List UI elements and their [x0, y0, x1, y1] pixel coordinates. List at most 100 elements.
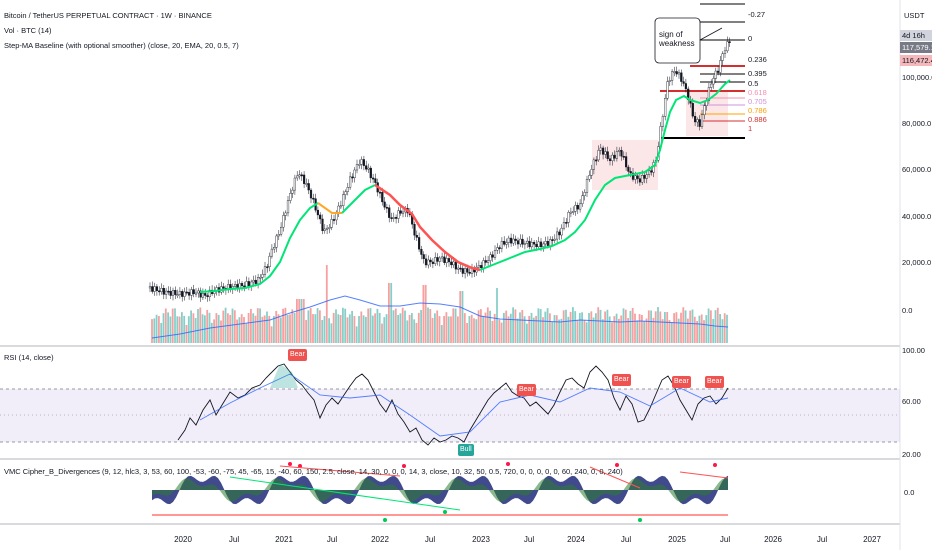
candle[interactable]: [427, 259, 430, 266]
candle[interactable]: [291, 189, 294, 194]
vmc-title[interactable]: VMC Cipher_B_Divergences (9, 12, hlc3, 3…: [4, 467, 623, 476]
candle[interactable]: [401, 211, 405, 214]
candle[interactable]: [553, 238, 556, 241]
candle[interactable]: [480, 265, 483, 269]
candle[interactable]: [252, 279, 255, 283]
candle[interactable]: [562, 222, 566, 229]
candle[interactable]: [388, 207, 391, 218]
candle[interactable]: [719, 60, 722, 73]
candle[interactable]: [484, 260, 487, 263]
candle[interactable]: [199, 290, 202, 298]
candle[interactable]: [355, 164, 359, 171]
candle[interactable]: [245, 281, 248, 288]
candle[interactable]: [300, 174, 303, 177]
candle[interactable]: [289, 193, 292, 201]
candle[interactable]: [197, 290, 200, 294]
candle[interactable]: [712, 78, 715, 85]
candle[interactable]: [608, 158, 612, 162]
candle[interactable]: [496, 247, 499, 251]
candle[interactable]: [519, 238, 522, 245]
candle[interactable]: [305, 183, 308, 185]
candle[interactable]: [330, 219, 333, 228]
candle[interactable]: [176, 294, 179, 297]
candle[interactable]: [645, 174, 648, 179]
candle[interactable]: [183, 291, 186, 297]
candle[interactable]: [700, 114, 704, 127]
candle[interactable]: [613, 154, 616, 159]
candle[interactable]: [349, 176, 352, 188]
candle[interactable]: [286, 200, 290, 214]
candle[interactable]: [459, 267, 462, 270]
candle[interactable]: [164, 290, 168, 295]
candle[interactable]: [431, 261, 434, 264]
candle[interactable]: [636, 175, 639, 179]
candle[interactable]: [650, 170, 653, 173]
candle[interactable]: [523, 243, 526, 245]
candle[interactable]: [362, 159, 365, 166]
candle[interactable]: [415, 234, 418, 238]
candle[interactable]: [153, 286, 156, 292]
candle[interactable]: [277, 234, 280, 237]
candle[interactable]: [261, 274, 264, 278]
candle[interactable]: [583, 192, 586, 196]
candle[interactable]: [307, 183, 310, 191]
candle[interactable]: [328, 227, 331, 229]
candle[interactable]: [332, 219, 336, 221]
candle[interactable]: [395, 217, 398, 219]
candle[interactable]: [560, 227, 563, 236]
candle[interactable]: [703, 105, 706, 116]
candle[interactable]: [280, 226, 283, 235]
candle[interactable]: [489, 254, 492, 261]
candle[interactable]: [365, 165, 368, 170]
candle[interactable]: [698, 119, 701, 127]
candle[interactable]: [337, 205, 340, 213]
candle[interactable]: [620, 149, 623, 157]
candle[interactable]: [556, 231, 559, 240]
candle[interactable]: [505, 242, 508, 245]
candle[interactable]: [450, 261, 453, 266]
candle[interactable]: [641, 175, 644, 183]
candle[interactable]: [590, 169, 593, 176]
candle[interactable]: [546, 241, 549, 246]
candle[interactable]: [148, 286, 152, 289]
candle[interactable]: [351, 176, 354, 179]
candle[interactable]: [714, 70, 717, 79]
candle[interactable]: [500, 240, 503, 249]
candle[interactable]: [503, 240, 506, 245]
candle[interactable]: [316, 209, 319, 216]
candle[interactable]: [602, 147, 605, 155]
rsi-title[interactable]: RSI (14, close): [4, 353, 54, 362]
candle[interactable]: [611, 154, 614, 162]
candle[interactable]: [533, 242, 536, 245]
candle[interactable]: [178, 291, 181, 295]
candle[interactable]: [579, 203, 582, 210]
candle[interactable]: [372, 177, 375, 180]
candle[interactable]: [569, 211, 572, 214]
candle[interactable]: [530, 242, 533, 248]
candle[interactable]: [565, 222, 568, 224]
candle[interactable]: [537, 241, 540, 248]
candle[interactable]: [385, 207, 388, 209]
candle[interactable]: [461, 268, 464, 274]
candle[interactable]: [378, 191, 382, 194]
candle[interactable]: [174, 290, 177, 295]
candle[interactable]: [666, 81, 669, 99]
candle[interactable]: [567, 212, 570, 223]
candle[interactable]: [661, 116, 664, 127]
candle[interactable]: [634, 175, 637, 180]
candle[interactable]: [691, 103, 694, 117]
candle[interactable]: [717, 70, 720, 73]
candle[interactable]: [507, 237, 510, 243]
candle[interactable]: [510, 237, 513, 244]
candle[interactable]: [542, 243, 545, 248]
candle[interactable]: [445, 258, 448, 263]
candle[interactable]: [282, 215, 285, 228]
currency-label[interactable]: USDT: [904, 11, 925, 20]
candle[interactable]: [604, 151, 607, 155]
candle[interactable]: [549, 239, 552, 246]
candle[interactable]: [675, 71, 678, 75]
candle[interactable]: [482, 260, 485, 269]
candle[interactable]: [516, 240, 520, 245]
candle[interactable]: [339, 205, 342, 208]
candle[interactable]: [273, 247, 276, 250]
